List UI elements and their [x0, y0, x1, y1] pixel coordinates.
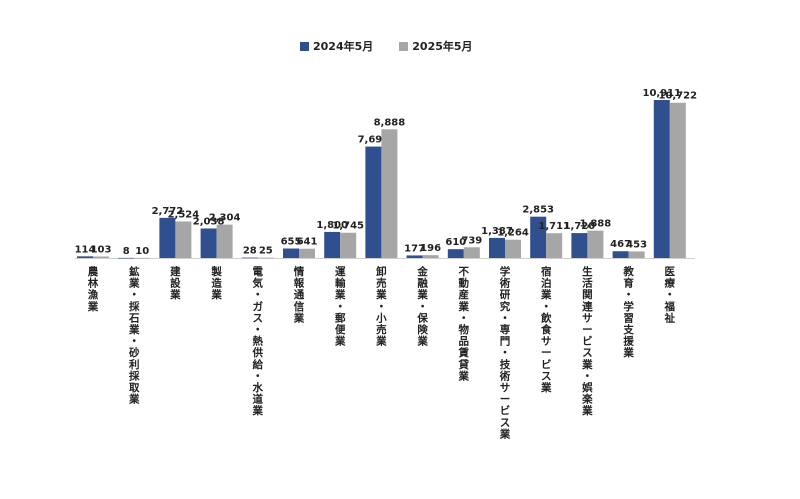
legend-item-2024: 2024年5月: [300, 38, 373, 54]
bar-2024-11: [530, 216, 547, 258]
data-label-2025-2: 2,524: [168, 209, 200, 220]
data-label-2024-4: 28: [243, 246, 257, 257]
bar-2025-12: [587, 230, 604, 258]
bar-2024-14: [653, 100, 670, 258]
data-label-2025-14: 10,722: [659, 91, 698, 102]
bar-2024-9: [447, 249, 464, 258]
data-label-2024-9: 610: [445, 237, 466, 248]
data-label-2025-1: 10: [135, 246, 149, 257]
bar-2025-2: [175, 221, 192, 258]
data-label-2025-0: 103: [91, 245, 112, 256]
category-label-4: 電気・ガス・熱供給・水道業: [252, 266, 264, 417]
bar-2024-1: [118, 257, 135, 259]
bar-2025-13: [628, 251, 645, 258]
data-label-2024-3: 2,038: [193, 216, 225, 227]
category-label-14: 医療・福祉: [664, 266, 676, 324]
data-label-2024-11: 2,853: [522, 205, 554, 216]
data-label-2024-12: 1,720: [564, 221, 596, 232]
category-label-8: 金融業・保険業: [416, 265, 428, 348]
bar-2024-6: [324, 231, 341, 258]
data-label-2024-2: 2,772: [152, 206, 184, 217]
legend-label-2024: 2024年5月: [313, 40, 374, 53]
legend-swatch-2024: [300, 41, 309, 51]
bar-2025-4: [257, 257, 274, 259]
bar-2025-11: [546, 233, 563, 258]
data-label-2024-14: 10,911: [643, 88, 682, 99]
category-label-7: 卸売業・小売業: [375, 265, 387, 348]
data-label-2025-4: 25: [259, 246, 273, 257]
bar-2025-9: [463, 247, 480, 258]
data-label-2025-11: 1,711: [538, 221, 570, 232]
bar-2024-5: [283, 248, 299, 258]
data-label-2025-12: 1,888: [580, 219, 612, 230]
data-label-2025-3: 2,304: [209, 213, 241, 224]
data-label-2024-8: 177: [404, 243, 425, 254]
category-label-6: 運輸業・郵便業: [334, 266, 346, 348]
data-label-2024-10: 1,387: [481, 226, 513, 237]
legend: 2024年5月 2025年5月: [300, 38, 473, 54]
bar-2024-2: [159, 217, 176, 258]
data-label-2025-10: 1,264: [497, 228, 529, 239]
data-label-2024-6: 1,800: [316, 220, 348, 231]
bar-2025-1: [134, 257, 151, 259]
data-label-2024-1: 8: [123, 246, 130, 257]
bar-2025-14: [669, 102, 686, 258]
data-label-2025-7: 8,888: [374, 117, 406, 128]
bar-2024-12: [571, 233, 588, 258]
data-label-2025-13: 453: [626, 239, 647, 250]
bar-2025-7: [381, 129, 398, 258]
category-label-9: 不動産業・物品賃貸業: [458, 266, 470, 382]
data-label-2025-6: 1,745: [332, 221, 364, 232]
category-label-1: 鉱業・採石業・砂利採取業: [128, 265, 140, 406]
category-label-3: 製造業: [210, 265, 222, 301]
category-label-0: 農林漁業: [87, 265, 99, 313]
bar-2024-10: [489, 237, 505, 258]
bar-2024-8: [406, 255, 423, 258]
legend-label-2025: 2025年5月: [412, 40, 473, 53]
bar-2025-6: [340, 232, 357, 258]
data-label-2025-8: 196: [420, 243, 441, 254]
bar-2025-5: [299, 248, 315, 258]
data-label-2024-5: 655: [281, 237, 302, 248]
category-label-12: 生活関連サービス業・娯楽業: [581, 265, 593, 417]
bar-2024-4: [241, 257, 258, 259]
bar-2024-3: [200, 228, 217, 258]
data-label-2025-5: 641: [297, 237, 318, 248]
category-label-10: 学術研究・専門・技術サービス業: [499, 265, 511, 440]
category-label-13: 教育・学習支援業: [622, 265, 634, 359]
bar-2025-10: [505, 239, 521, 258]
legend-swatch-2025: [399, 41, 409, 51]
bar-2024-0: [77, 256, 93, 258]
data-label-2024-7: 7,694: [358, 135, 390, 146]
bar-2025-3: [216, 224, 233, 258]
data-label-2024-13: 467: [610, 239, 631, 250]
category-label-2: 建設業: [169, 265, 181, 301]
category-label-5: 情報通信業: [293, 265, 305, 324]
legend-item-2025: 2025年5月: [399, 38, 473, 54]
data-label-2025-9: 739: [461, 235, 482, 246]
bar-2025-0: [93, 256, 109, 258]
bar-2025-8: [422, 255, 439, 258]
bar-2024-7: [365, 146, 382, 258]
data-label-2024-0: 114: [75, 244, 96, 255]
category-label-11: 宿泊業・飲食サービス業: [540, 265, 552, 394]
bar-2024-13: [612, 251, 629, 258]
